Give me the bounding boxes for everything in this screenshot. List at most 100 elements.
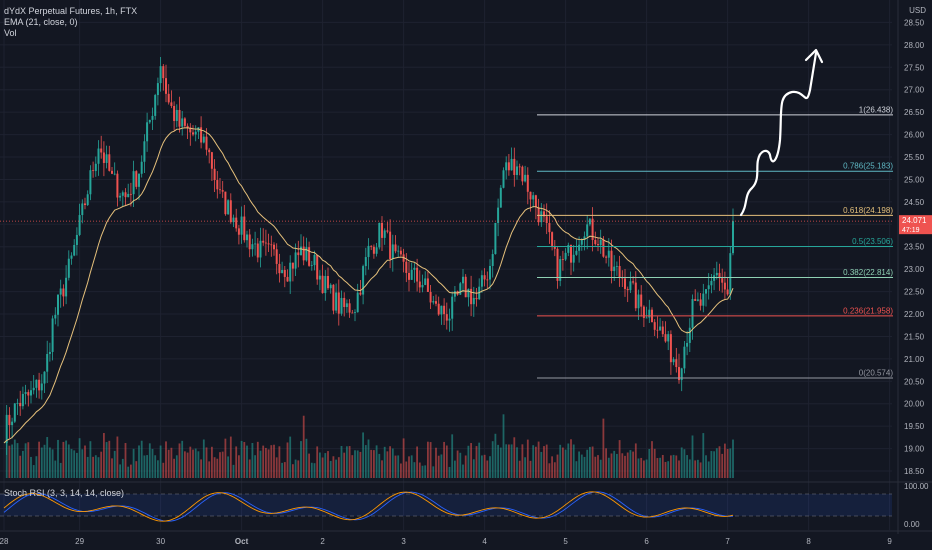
candle bbox=[640, 294, 643, 307]
volume-bar bbox=[656, 458, 659, 478]
candle bbox=[445, 314, 448, 321]
candle bbox=[729, 253, 732, 295]
candle bbox=[148, 119, 151, 123]
volume-bar bbox=[73, 450, 76, 478]
volume-bar bbox=[105, 442, 108, 478]
volume-bar bbox=[391, 448, 394, 478]
volume-bar bbox=[721, 453, 724, 478]
volume-bar bbox=[181, 440, 184, 478]
volume-bar bbox=[175, 455, 178, 478]
candle bbox=[678, 367, 680, 381]
volume-bar bbox=[705, 455, 707, 478]
volume-bar bbox=[381, 460, 383, 478]
volume-bar bbox=[267, 449, 270, 478]
volume-bar bbox=[472, 459, 475, 478]
volume-bar bbox=[632, 451, 634, 478]
price-tag-countdown: 47:19 bbox=[902, 227, 920, 234]
volume-bar bbox=[618, 440, 621, 478]
candle bbox=[297, 252, 300, 256]
volume-bar bbox=[343, 452, 346, 478]
volume-bar bbox=[624, 455, 626, 478]
candle bbox=[73, 244, 76, 256]
candle bbox=[162, 66, 165, 79]
volume-bar bbox=[148, 443, 151, 478]
volume-bar bbox=[621, 453, 624, 478]
candle bbox=[175, 109, 178, 121]
volume-bar bbox=[86, 456, 89, 478]
candle bbox=[416, 267, 419, 282]
x-tick-label: 5 bbox=[563, 537, 568, 546]
candle bbox=[399, 250, 402, 255]
candle bbox=[624, 278, 626, 289]
x-tick-label: 3 bbox=[401, 537, 406, 546]
x-tick-label: 28 bbox=[0, 537, 9, 546]
volume-bar bbox=[32, 465, 35, 478]
candle bbox=[424, 278, 427, 285]
candle bbox=[383, 230, 386, 238]
candle bbox=[381, 222, 383, 238]
candle bbox=[189, 127, 192, 133]
volume-bar bbox=[256, 441, 259, 478]
candle bbox=[464, 276, 467, 298]
candle bbox=[121, 192, 124, 196]
candle bbox=[499, 187, 502, 208]
candle bbox=[597, 244, 599, 246]
volume-bar bbox=[292, 464, 294, 478]
candle bbox=[459, 283, 462, 295]
projection-arrow-head bbox=[804, 48, 824, 64]
volume-bar bbox=[327, 451, 329, 478]
fib-level-label: 0.786(25.183) bbox=[843, 162, 893, 171]
volume-bar bbox=[505, 444, 508, 478]
candle bbox=[510, 158, 513, 171]
candle bbox=[51, 318, 54, 352]
volume-bar bbox=[443, 441, 445, 478]
volume-bar bbox=[370, 449, 373, 478]
candle bbox=[529, 191, 532, 200]
candle bbox=[480, 275, 483, 287]
fib-level-label: 0.5(23.506) bbox=[852, 237, 893, 246]
volume-bar bbox=[683, 449, 686, 478]
candle bbox=[599, 239, 602, 246]
candle bbox=[386, 230, 389, 232]
volume-bar bbox=[724, 443, 726, 478]
candle bbox=[637, 294, 640, 309]
candle bbox=[84, 203, 86, 206]
candle bbox=[664, 334, 667, 342]
volume-bar bbox=[275, 457, 278, 478]
candle bbox=[156, 83, 159, 96]
candle bbox=[16, 402, 19, 404]
volume-bar bbox=[184, 451, 186, 478]
candle bbox=[167, 93, 170, 103]
volume-bar bbox=[675, 455, 678, 478]
candle bbox=[86, 194, 89, 206]
volume-bar bbox=[518, 460, 521, 478]
volume-bar bbox=[238, 455, 240, 478]
candle bbox=[721, 278, 724, 283]
candle bbox=[324, 276, 327, 294]
candle bbox=[19, 402, 22, 407]
candle bbox=[143, 141, 146, 162]
volume-bar bbox=[497, 444, 499, 478]
fib-level-label: 0(20.574) bbox=[859, 368, 894, 377]
candle bbox=[291, 262, 294, 269]
candle bbox=[35, 379, 38, 388]
candle bbox=[505, 162, 508, 171]
candle bbox=[316, 254, 319, 280]
candle bbox=[715, 272, 718, 276]
candle bbox=[437, 303, 440, 315]
volume-bar bbox=[664, 461, 667, 478]
volume-bar bbox=[221, 451, 224, 478]
candle bbox=[329, 284, 332, 289]
volume-bar bbox=[667, 461, 670, 478]
candle bbox=[656, 329, 659, 331]
candle bbox=[634, 282, 637, 309]
volume-bar bbox=[418, 462, 421, 478]
candle bbox=[300, 246, 302, 256]
volume-bar bbox=[545, 444, 548, 478]
candle bbox=[273, 244, 275, 250]
x-tick-label: Oct bbox=[235, 537, 249, 546]
volume-bar bbox=[43, 444, 46, 478]
candle bbox=[278, 263, 281, 274]
candle bbox=[364, 257, 367, 267]
